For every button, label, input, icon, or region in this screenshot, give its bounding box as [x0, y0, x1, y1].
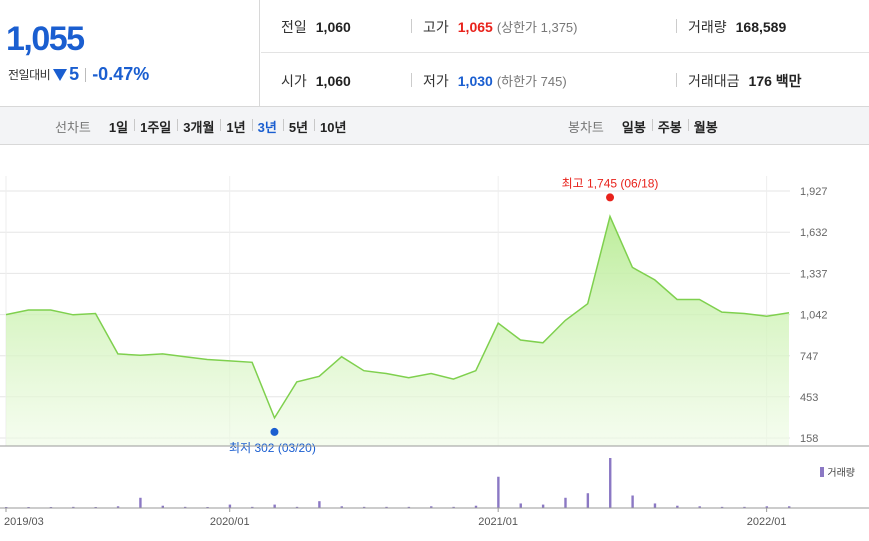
volume-bar [698, 506, 701, 508]
volume-bar [72, 506, 75, 508]
change-label: 전일대비 [8, 68, 51, 82]
volume-bar [788, 506, 791, 508]
volume-legend: 거래량 [820, 464, 855, 479]
price-chart: 최고 1,745 (06/18) 최저 302 (03/20) 158 453 747… [0, 146, 869, 541]
change-percent: -0.47% [92, 64, 150, 84]
volume-bar [497, 476, 500, 508]
y-tick-label: 453 [800, 392, 818, 404]
volume-bar [318, 501, 321, 508]
quote-header: 1,055 전일대비 5 -0.47% 전일 1,060 고가 1,065 (상… [0, 0, 869, 107]
y-tick-label: 747 [800, 351, 818, 363]
volume-bar [430, 506, 433, 508]
volume-bar [407, 506, 411, 508]
candle-weekly[interactable]: 주봉 [651, 117, 688, 136]
volume-bar [586, 493, 590, 508]
price-chart-svg: 최고 1,745 (06/18) 최저 302 (03/20) 158 453 747… [0, 176, 869, 528]
volume-bar [273, 504, 276, 508]
volume-bar [362, 506, 366, 508]
volume-bar [720, 506, 724, 508]
volume-bar [139, 497, 142, 508]
high-marker [606, 193, 615, 202]
volume-bar [676, 505, 679, 508]
volume-bar [385, 506, 388, 508]
y-tick-label: 1,632 [800, 227, 828, 239]
current-price: 1,055 [6, 20, 85, 58]
volume-bar [765, 506, 769, 508]
x-tick-label: 2021/01 [478, 516, 518, 528]
high-annotation: 최고 1,745 (06/18) [562, 176, 659, 190]
low-marker [270, 427, 279, 436]
candle-chart-title: 봉차트 [568, 119, 604, 135]
volume-bar [161, 505, 164, 508]
volume-bar [228, 504, 232, 508]
candle-monthly[interactable]: 월봉 [687, 117, 724, 136]
stat-high: 고가 1,065 (상한가 1,375) [411, 0, 578, 53]
period-1y[interactable]: 1년 [220, 117, 251, 136]
stats-row-1: 전일 1,060 고가 1,065 (상한가 1,375) 거래량 168,58… [261, 0, 869, 53]
volume-bar [564, 497, 567, 508]
volume-bar [631, 495, 634, 508]
volume-bar [452, 506, 455, 508]
period-5y[interactable]: 5년 [282, 117, 314, 136]
stat-amount: 거래대금 176 백만 [676, 54, 802, 107]
period-10y[interactable]: 10년 [314, 117, 352, 136]
volume-bar [474, 505, 478, 508]
period-1w[interactable]: 1주일 [134, 117, 177, 136]
x-tick-label: 2019/03 [4, 516, 44, 528]
period-3m[interactable]: 3개월 [177, 117, 220, 136]
candle-chart-periods: 봉차트 일봉 주봉 월봉 [568, 107, 724, 145]
y-tick-label: 1,337 [800, 268, 828, 280]
volume-bar [519, 503, 522, 508]
volume-bar [116, 506, 120, 508]
x-tick-label: 2022/01 [747, 516, 787, 528]
divider [85, 67, 87, 82]
volume-legend-label: 거래량 [827, 468, 855, 479]
y-tick-label: 158 [800, 433, 818, 445]
price-line [5, 214, 790, 420]
line-chart-periods: 선차트 1일 1주일 3개월 1년 3년 5년 10년 [55, 107, 352, 145]
change-amount: 5 [69, 64, 80, 84]
stat-open: 시가 1,060 [281, 72, 351, 89]
stat-prev-close: 전일 1,060 [281, 18, 351, 35]
volume-swatch [820, 466, 825, 477]
volume-bar [541, 504, 545, 508]
period-3y[interactable]: 3년 [251, 117, 283, 136]
y-tick-label: 1,927 [800, 186, 828, 198]
volume-bar [295, 506, 299, 508]
y-tick-label: 1,042 [800, 310, 828, 322]
down-triangle-icon [53, 68, 68, 81]
low-annotation: 최저 302 (03/20) [229, 441, 316, 455]
stats-row-2: 시가 1,060 저가 1,030 (하한가 745) 거래대금 176 백만 [261, 54, 869, 107]
volume-bar [653, 503, 657, 508]
volume-bar [340, 506, 343, 508]
price-area [6, 216, 789, 446]
x-tick-label: 2020/01 [210, 516, 250, 528]
quote-stats: 전일 1,060 고가 1,065 (상한가 1,375) 거래량 168,58… [261, 0, 869, 107]
volume-bar [609, 458, 612, 508]
line-chart-title: 선차트 [55, 119, 91, 135]
volume-bar [251, 506, 254, 508]
stat-volume: 거래량 168,589 [676, 0, 786, 53]
candle-daily[interactable]: 일봉 [621, 119, 646, 135]
change-row: 전일대비 5 -0.47% [8, 64, 149, 85]
period-1d[interactable]: 1일 [108, 119, 129, 135]
volume-bar [183, 506, 187, 508]
volume-bar [743, 506, 746, 508]
chart-toolbar: 선차트 1일 1주일 3개월 1년 3년 5년 10년 봉차트 일봉 주봉 월봉 [0, 107, 869, 145]
stat-low: 저가 1,030 (하한가 745) [411, 54, 567, 107]
price-box: 1,055 전일대비 5 -0.47% [0, 0, 260, 107]
